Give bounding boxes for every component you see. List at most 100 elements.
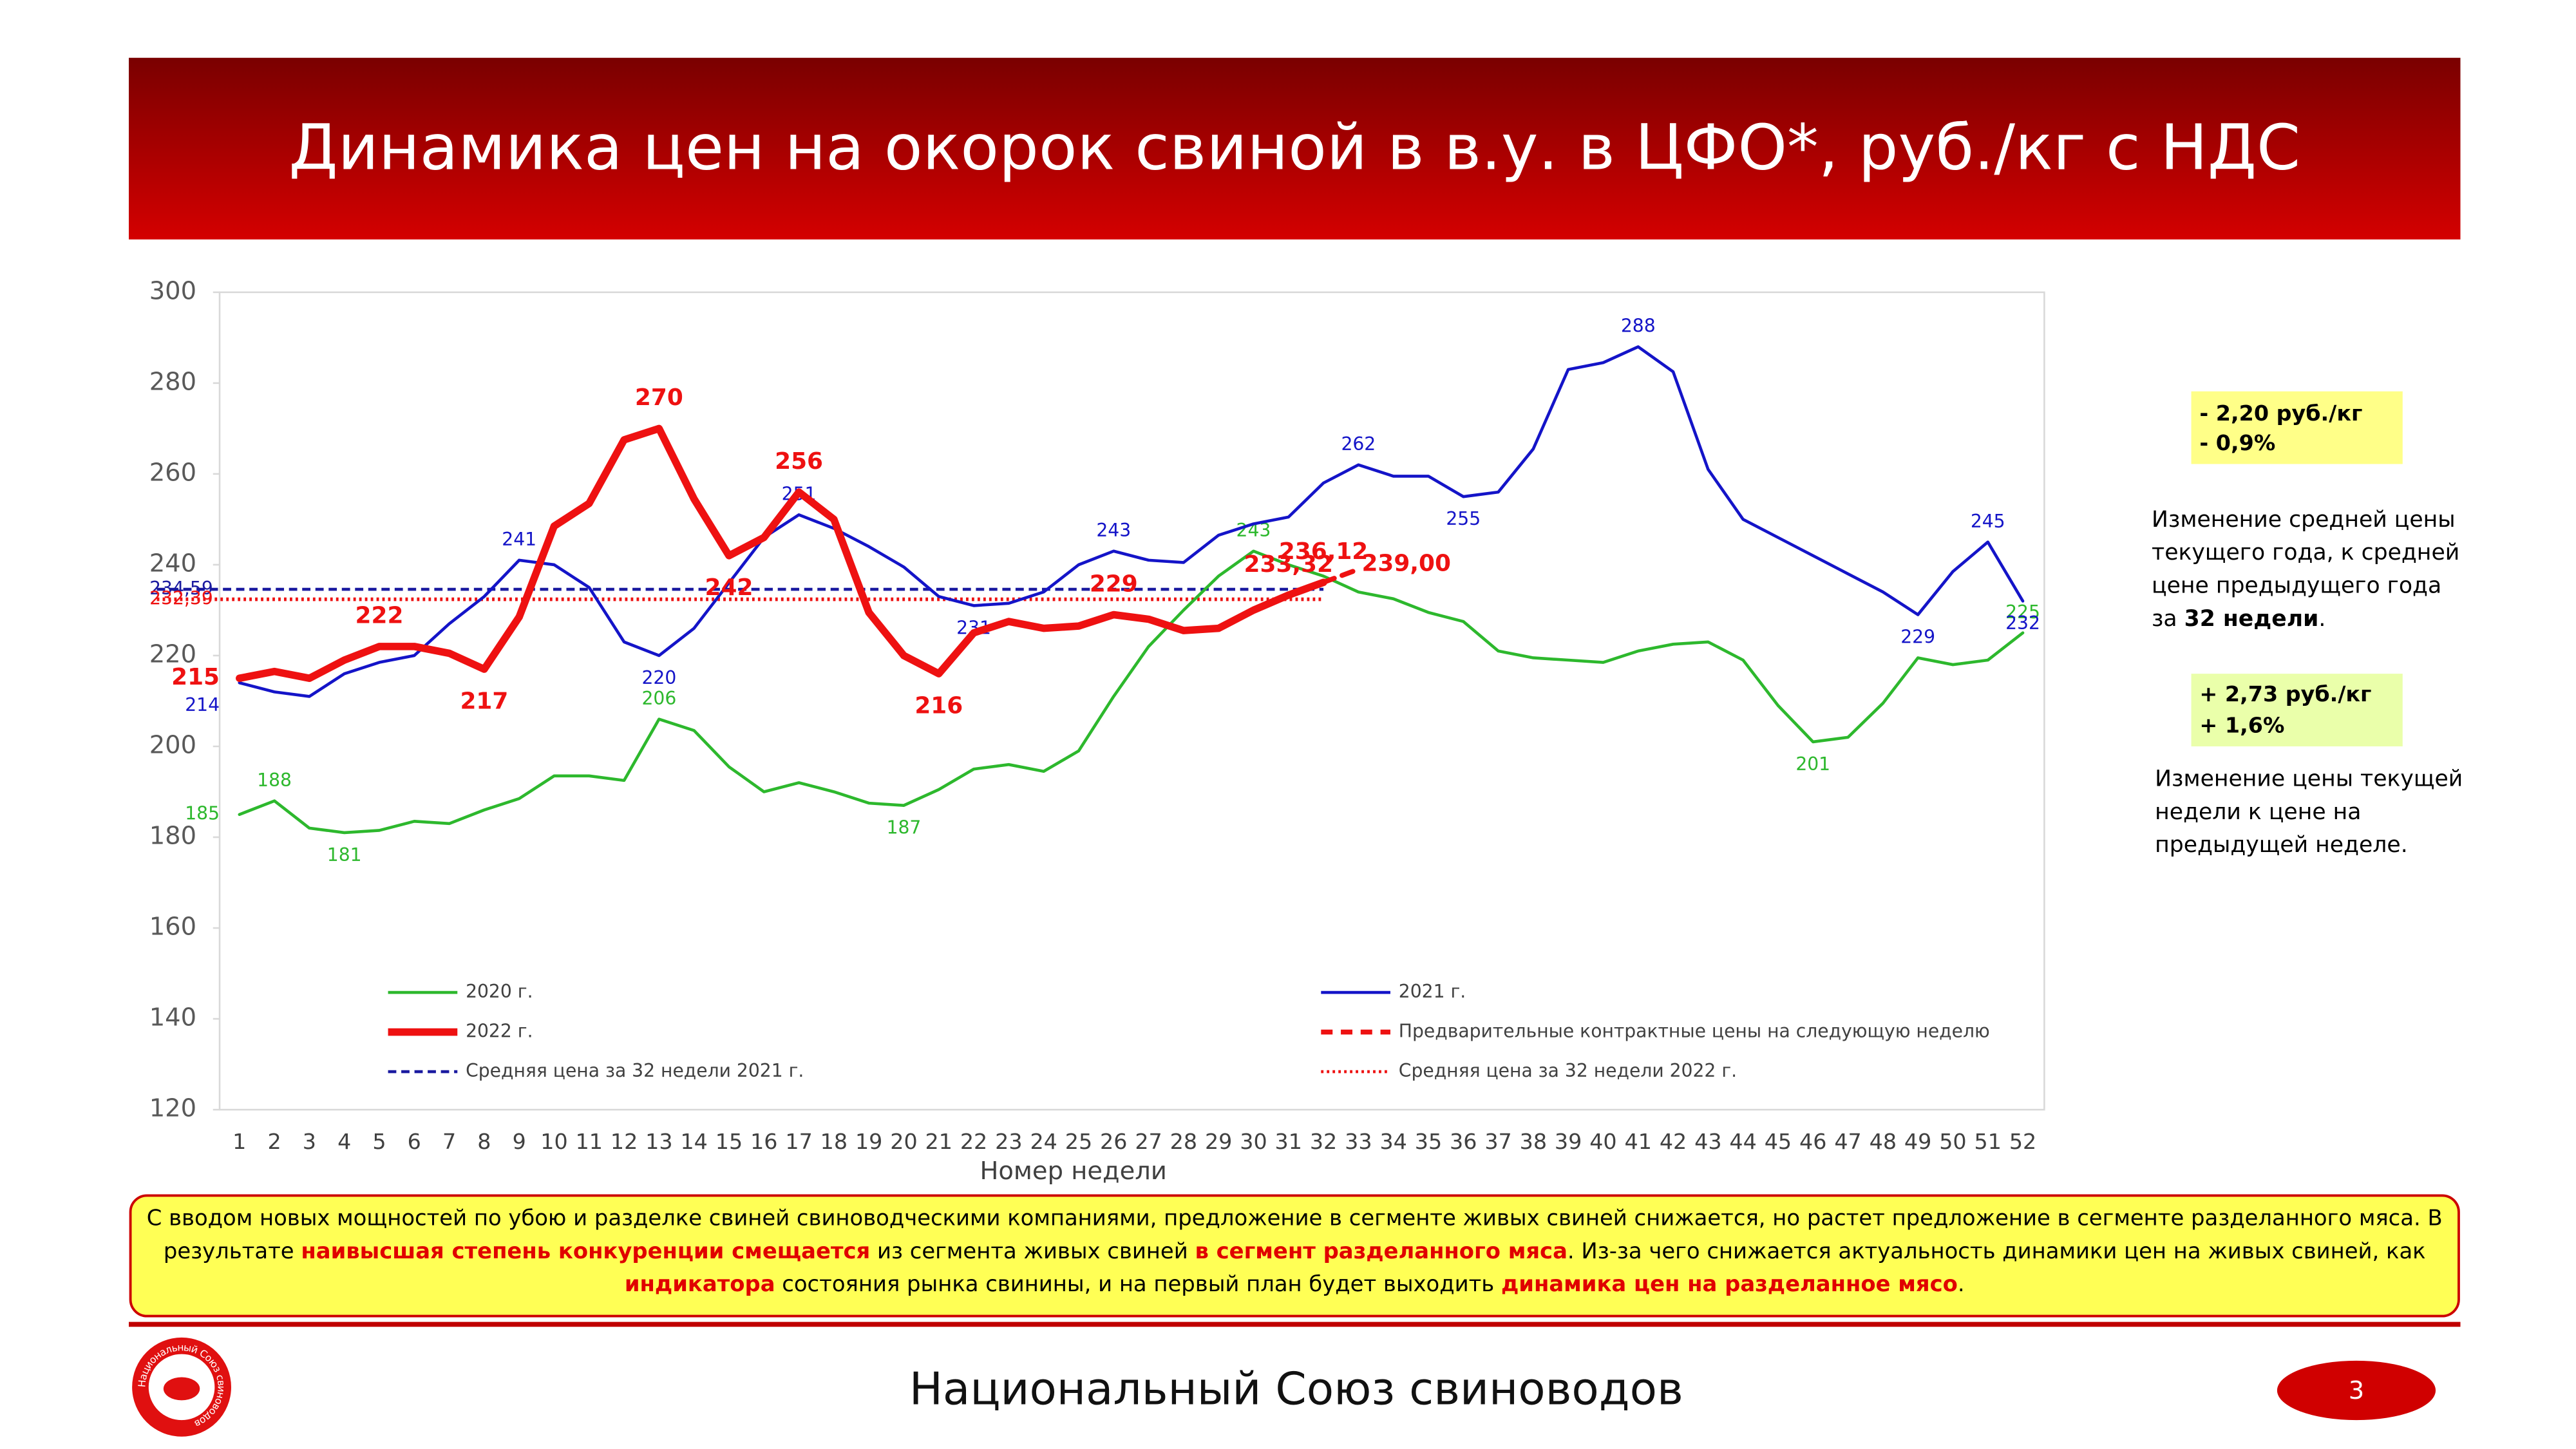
x-tick-label: 31	[1275, 1129, 1302, 1154]
x-tick-label: 51	[1975, 1129, 2002, 1154]
y-tick-label: 260	[149, 458, 196, 487]
data-label: 270	[635, 384, 683, 411]
data-label: 181	[327, 844, 362, 866]
header-bar	[129, 57, 2461, 240]
text-run: .	[2318, 606, 2326, 633]
x-tick-label: 44	[1729, 1129, 1756, 1154]
note-box	[2191, 391, 2403, 464]
x-tick-label: 47	[1834, 1129, 1861, 1154]
data-label: 222	[355, 603, 404, 629]
y-tick-label: 180	[149, 822, 196, 851]
text-run: наивысшая степень конкуренции смещается	[301, 1240, 871, 1265]
text-run: состояния рынка свинины, и на первый пла…	[775, 1273, 1501, 1298]
data-label: 241	[502, 529, 536, 550]
x-tick-label: 32	[1310, 1129, 1337, 1154]
x-tick-label: 2	[267, 1129, 281, 1154]
x-tick-label: 15	[715, 1129, 743, 1154]
data-label: 232	[2005, 612, 2040, 634]
y-tick-label: 200	[149, 730, 196, 759]
legend-label: 2022 г.	[466, 1021, 533, 1042]
series-line	[238, 549, 2025, 835]
y-tick-label: 140	[149, 1003, 196, 1032]
legend-label: Средняя цена за 32 недели 2022 г.	[1399, 1060, 1737, 1081]
x-tick-label: 45	[1765, 1129, 1792, 1154]
x-tick-label: 6	[408, 1129, 421, 1154]
y-tick-label: 240	[149, 549, 196, 578]
x-tick-label: 10	[540, 1129, 567, 1154]
data-label: 201	[1795, 753, 1830, 775]
data-label: 288	[1621, 316, 1656, 337]
x-tick-label: 52	[2009, 1129, 2036, 1154]
x-tick-label: 49	[1904, 1129, 1931, 1154]
x-tick-label: 17	[785, 1129, 812, 1154]
data-label: 255	[1446, 508, 1481, 529]
x-tick-label: 46	[1799, 1129, 1826, 1154]
data-label: 236,12	[1279, 538, 1368, 565]
text-run: индикатора	[624, 1273, 775, 1298]
y-tick-label: 300	[149, 276, 196, 305]
text-run: Изменение средней цены текущего года, к …	[2152, 507, 2460, 633]
data-label: 256	[775, 448, 823, 475]
x-tick-label: 14	[680, 1129, 707, 1154]
x-tick-label: 16	[750, 1129, 777, 1154]
data-label: 187	[887, 817, 922, 838]
x-axis-title: Номер недели	[980, 1157, 1166, 1186]
x-tick-label: 25	[1065, 1129, 1092, 1154]
conclusion: С вводом новых мощностей по убою и разде…	[142, 1204, 2447, 1303]
text-run: .	[1957, 1273, 1965, 1298]
legend-label: Средняя цена за 32 недели 2021 г.	[466, 1060, 804, 1081]
conclusion-text: С вводом новых мощностей по убою и разде…	[142, 1204, 2447, 1303]
note-paragraph: Изменение средней цены текущего года, к …	[2152, 504, 2474, 636]
series-line	[236, 424, 1327, 682]
data-label: 239,00	[1361, 550, 1450, 576]
x-tick-label: 30	[1240, 1129, 1267, 1154]
y-tick-label: 120	[149, 1094, 196, 1123]
x-tick-label: 18	[820, 1129, 848, 1154]
series-line	[1321, 567, 1361, 585]
note-box-line: - 0,9%	[2199, 430, 2275, 455]
x-tick-label: 8	[477, 1129, 491, 1154]
x-tick-label: 26	[1100, 1129, 1127, 1154]
text-run: С вводом новых мощностей по убою и разде…	[146, 1207, 2443, 1265]
note-box-line: - 2,20 руб./кг	[2199, 401, 2362, 426]
y-tick-label: 280	[149, 367, 196, 396]
x-tick-label: 28	[1170, 1129, 1197, 1154]
text-run: из сегмента живых свиней	[870, 1240, 1195, 1265]
data-label: 188	[257, 770, 292, 791]
x-tick-label: 40	[1589, 1129, 1616, 1154]
series-line	[238, 345, 2025, 698]
x-tick-label: 21	[925, 1129, 952, 1154]
x-tick-label: 1	[232, 1129, 246, 1154]
note-text: Изменение средней цены текущего года, к …	[2152, 504, 2474, 636]
x-tick-label: 4	[337, 1129, 351, 1154]
legend-label: 2021 г.	[1399, 981, 1466, 1002]
data-label: 243	[1096, 520, 1131, 541]
note-paragraph: Изменение цены текущей недели к цене на …	[2155, 763, 2477, 862]
data-label: 245	[1971, 511, 2005, 532]
x-tick-label: 48	[1870, 1129, 1897, 1154]
data-label: 262	[1341, 433, 1376, 455]
data-label: 206	[641, 688, 676, 709]
x-tick-label: 19	[855, 1129, 882, 1154]
x-tick-label: 3	[303, 1129, 316, 1154]
page-badge	[2277, 1360, 2436, 1421]
legend-label: Предварительные контрактные цены на след…	[1399, 1021, 1990, 1042]
x-tick-label: 24	[1030, 1129, 1057, 1154]
x-tick-label: 35	[1415, 1129, 1442, 1154]
conclusion-box	[129, 1194, 2460, 1318]
slide-title: Динамика цен на окорок свиной в в.у. в Ц…	[289, 111, 2300, 184]
text-run: в сегмент разделанного мяса	[1195, 1240, 1567, 1265]
y-tick-label: 220	[149, 639, 196, 668]
x-tick-label: 20	[890, 1129, 917, 1154]
x-tick-label: 37	[1484, 1129, 1511, 1154]
data-label: 220	[641, 667, 676, 688]
data-label: 233,32	[1244, 551, 1333, 578]
note-box	[2191, 674, 2403, 746]
footer-organization: Национальный Союз свиноводов	[909, 1364, 1683, 1416]
data-label: 229	[1900, 626, 1935, 647]
text-run: динамика цен на разделанное мясо	[1501, 1273, 1958, 1298]
data-label: 185	[185, 803, 220, 824]
